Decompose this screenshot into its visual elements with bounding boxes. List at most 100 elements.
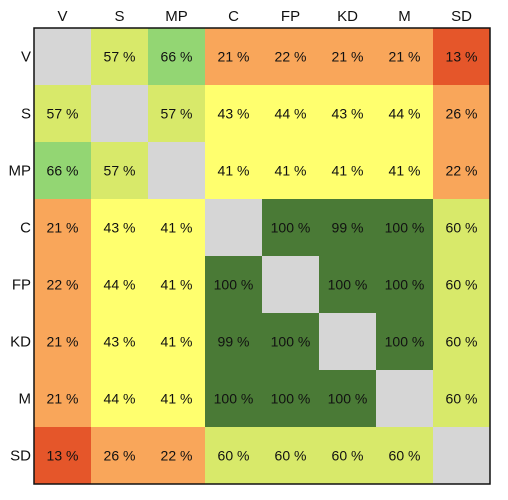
- heatmap-cell: [376, 370, 433, 427]
- row-label: C: [20, 220, 31, 237]
- heatmap-cell: [262, 427, 319, 484]
- row-label: M: [19, 391, 32, 408]
- cell-value-label: 22 %: [446, 163, 478, 179]
- cell-value-label: 41 %: [161, 334, 193, 350]
- heatmap-cell: [433, 370, 490, 427]
- heatmap-cell: [262, 313, 319, 370]
- heatmap-cell: [376, 142, 433, 199]
- cell-value-label: 22 %: [47, 277, 79, 293]
- heatmap-cell: [148, 370, 205, 427]
- cell-value-label: 43 %: [104, 220, 136, 236]
- cell-value-label: 66 %: [161, 49, 193, 65]
- cell-value-label: 100 %: [271, 391, 311, 407]
- heatmap-cell: [34, 370, 91, 427]
- cell-value-label: 60 %: [446, 334, 478, 350]
- cell-value-label: 41 %: [161, 391, 193, 407]
- cell-value-label: 21 %: [389, 49, 421, 65]
- column-label: KD: [337, 8, 358, 25]
- heatmap-cell: [205, 28, 262, 85]
- cell-value-label: 41 %: [161, 220, 193, 236]
- heatmap-cell: [262, 142, 319, 199]
- heatmap-cell: [205, 199, 262, 256]
- cell-value-label: 57 %: [161, 106, 193, 122]
- cell-value-label: 100 %: [385, 334, 425, 350]
- cell-value-label: 43 %: [218, 106, 250, 122]
- cell-value-label: 60 %: [446, 277, 478, 293]
- heatmap-cell: [433, 313, 490, 370]
- heatmap-cell: [262, 85, 319, 142]
- heatmap-cell: [319, 142, 376, 199]
- heatmap-cell: [376, 85, 433, 142]
- cell-value-label: 57 %: [104, 49, 136, 65]
- column-label: S: [114, 8, 124, 25]
- heatmap-cell: [319, 85, 376, 142]
- heatmap-cell: [376, 199, 433, 256]
- heatmap-cell: [205, 370, 262, 427]
- column-label: C: [228, 8, 239, 25]
- cell-value-label: 100 %: [385, 277, 425, 293]
- heatmap-cell: [433, 85, 490, 142]
- heatmap-cell: [319, 427, 376, 484]
- heatmap-cell: [262, 256, 319, 313]
- heatmap-cell: [91, 427, 148, 484]
- heatmap-cell: [205, 313, 262, 370]
- cell-value-label: 44 %: [389, 106, 421, 122]
- heatmap-cell: [91, 28, 148, 85]
- row-label: FP: [12, 277, 31, 294]
- cell-value-label: 44 %: [275, 106, 307, 122]
- heatmap-cell: [205, 142, 262, 199]
- heatmap-cell: [91, 199, 148, 256]
- cell-value-label: 22 %: [161, 448, 193, 464]
- cell-value-label: 100 %: [328, 391, 368, 407]
- heatmap-cell: [205, 427, 262, 484]
- cell-value-label: 99 %: [332, 220, 364, 236]
- cell-value-label: 66 %: [47, 163, 79, 179]
- heatmap-cell: [262, 370, 319, 427]
- heatmap-cell: [148, 28, 205, 85]
- cell-value-label: 57 %: [47, 106, 79, 122]
- cell-value-label: 44 %: [104, 391, 136, 407]
- cell-value-label: 60 %: [218, 448, 250, 464]
- cell-value-label: 26 %: [104, 448, 136, 464]
- cell-value-label: 21 %: [218, 49, 250, 65]
- heatmap-cell: [376, 313, 433, 370]
- cell-value-label: 21 %: [47, 391, 79, 407]
- heatmap-cell: [433, 28, 490, 85]
- cell-value-label: 41 %: [332, 163, 364, 179]
- row-label: KD: [10, 334, 31, 351]
- heatmap-cell: [376, 427, 433, 484]
- cell-value-label: 100 %: [271, 334, 311, 350]
- column-label: V: [57, 8, 67, 25]
- row-label: SD: [10, 448, 31, 465]
- heatmap-cell: [319, 370, 376, 427]
- cell-value-label: 13 %: [446, 49, 478, 65]
- heatmap-cell: [205, 85, 262, 142]
- column-label: M: [398, 8, 411, 25]
- row-label: MP: [9, 163, 32, 180]
- heatmap-cell: [91, 256, 148, 313]
- cell-value-label: 60 %: [389, 448, 421, 464]
- heatmap-cell: [148, 427, 205, 484]
- heatmap-cell: [148, 313, 205, 370]
- heatmap-cell: [148, 142, 205, 199]
- heatmap-border: [33, 27, 491, 485]
- cell-value-label: 26 %: [446, 106, 478, 122]
- heatmap-cell: [148, 85, 205, 142]
- cell-value-label: 13 %: [47, 448, 79, 464]
- heatmap-cell: [34, 28, 91, 85]
- cell-value-label: 60 %: [275, 448, 307, 464]
- heatmap-cell: [91, 313, 148, 370]
- cell-value-label: 43 %: [332, 106, 364, 122]
- cell-value-label: 21 %: [47, 220, 79, 236]
- heatmap-cell: [91, 370, 148, 427]
- row-label: V: [21, 49, 31, 66]
- heatmap-cell: [262, 28, 319, 85]
- heatmap-cell: [34, 256, 91, 313]
- heatmap-cell: [433, 199, 490, 256]
- cell-value-label: 44 %: [104, 277, 136, 293]
- heatmap-cell: [433, 427, 490, 484]
- heatmap-cell: [148, 199, 205, 256]
- heatmap-cell: [34, 313, 91, 370]
- cell-value-label: 41 %: [161, 277, 193, 293]
